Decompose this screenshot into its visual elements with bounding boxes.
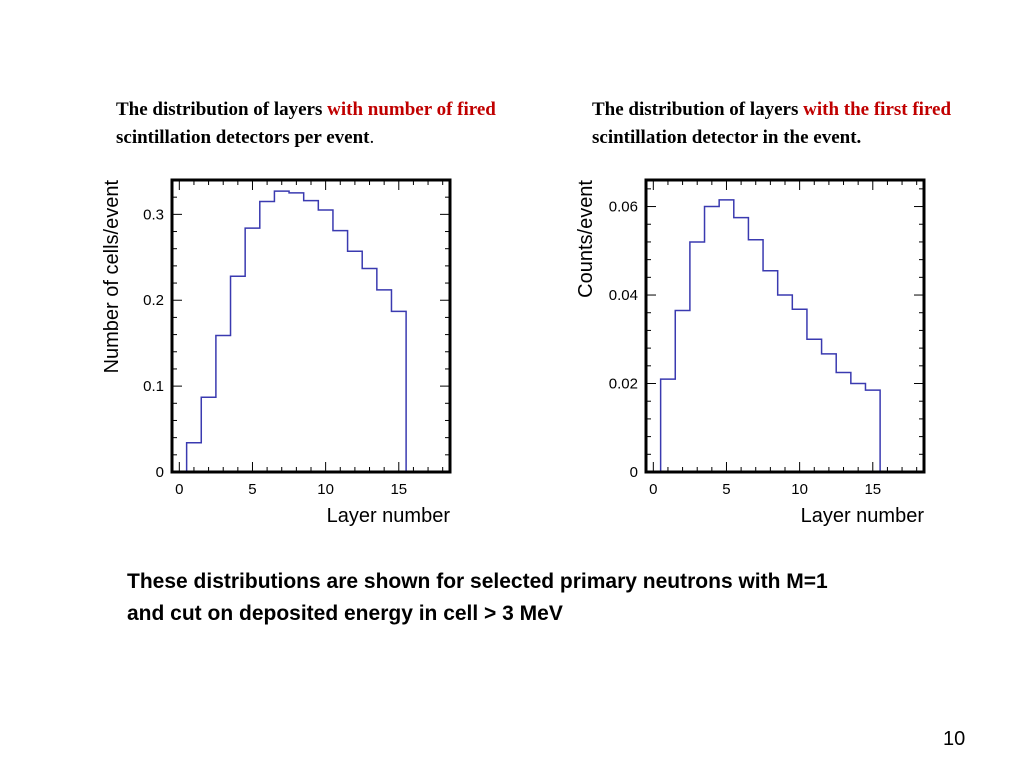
conclusion-line: and cut on deposited energy in cell > 3 … — [127, 602, 563, 625]
x-tick-label: 5 — [248, 481, 256, 498]
x-axis-label: Layer number — [801, 505, 925, 527]
caption-highlight: with the first fired — [803, 99, 952, 120]
x-tick-label: 5 — [722, 481, 730, 498]
caption-text: scintillation detectors per event — [116, 127, 370, 148]
histogram-bin — [836, 372, 851, 472]
histogram-bin — [705, 207, 720, 472]
histogram-line — [172, 190, 450, 473]
histogram-bin — [362, 268, 377, 472]
conclusion-line: These distributions are shown for select… — [127, 570, 828, 593]
histogram-bin — [201, 397, 216, 472]
histogram-bin — [675, 311, 690, 472]
histogram-bin — [661, 379, 676, 472]
caption-text: The distribution of layers — [592, 99, 804, 120]
y-tick-label: 0.04 — [609, 287, 638, 304]
histogram-bin — [748, 240, 763, 472]
histogram-bin — [348, 251, 363, 472]
y-tick-label: 0.3 — [143, 206, 164, 223]
histogram-bin — [391, 311, 406, 472]
y-tick-label: 0 — [630, 464, 638, 481]
y-tick-label: 0.2 — [143, 292, 164, 309]
x-axis-label: Layer number — [327, 505, 451, 527]
histogram-bin — [851, 384, 866, 472]
y-axis-label: Number of cells/event — [101, 180, 123, 374]
histogram-bin — [274, 191, 289, 472]
histogram-bin — [719, 200, 734, 472]
histogram-bin — [807, 339, 822, 472]
caption-text: scintillation detector in the event. — [592, 127, 862, 148]
caption-suffix: . — [369, 127, 375, 148]
x-tick-label: 0 — [649, 481, 657, 498]
x-tick-label: 15 — [864, 481, 881, 498]
conclusion-text: These distributions are shown for select… — [127, 566, 1007, 630]
histogram-bin — [377, 290, 392, 472]
histogram-bin — [231, 276, 246, 472]
y-tick-label: 0 — [156, 464, 164, 481]
histogram-line — [646, 199, 924, 473]
histogram-bin — [333, 231, 348, 472]
left-histogram-chart: 0 5 10 15 0 0.1 0.2 0.3 Layer number Number of ce… — [101, 178, 452, 527]
right-histogram-chart: 0 5 10 15 0 0.02 0.04 0.06 Layer number Counts/ev… — [575, 178, 926, 527]
histogram-bin — [216, 335, 231, 472]
histogram-bin — [289, 193, 304, 472]
histogram-bin — [763, 271, 778, 472]
histogram-bin — [734, 218, 749, 472]
histogram-bin — [690, 242, 705, 472]
x-tick-label: 0 — [175, 481, 183, 498]
y-tick-label: 0.02 — [609, 376, 638, 393]
x-tick-label: 10 — [317, 481, 334, 498]
histogram-bin — [822, 354, 837, 472]
caption-highlight: with number of fired — [327, 99, 496, 120]
histogram-bin — [245, 228, 260, 472]
y-tick-label: 0.1 — [143, 378, 164, 395]
page-number: 10 — [943, 728, 966, 750]
right-chart-caption: The distribution of layers with the firs… — [592, 96, 992, 152]
y-tick-label: 0.06 — [609, 199, 638, 216]
left-chart-caption: The distribution of layers with number o… — [116, 96, 536, 152]
histogram-bin — [865, 390, 880, 472]
histogram-bin — [318, 210, 333, 472]
caption-text: The distribution of layers — [116, 99, 328, 120]
x-tick-label: 10 — [791, 481, 808, 498]
x-tick-label: 15 — [390, 481, 407, 498]
histogram-bin — [792, 309, 807, 472]
y-axis-label: Counts/event — [575, 180, 597, 298]
histogram-bin — [260, 201, 275, 472]
histogram-bin — [304, 201, 319, 472]
histogram-bin — [778, 295, 793, 472]
